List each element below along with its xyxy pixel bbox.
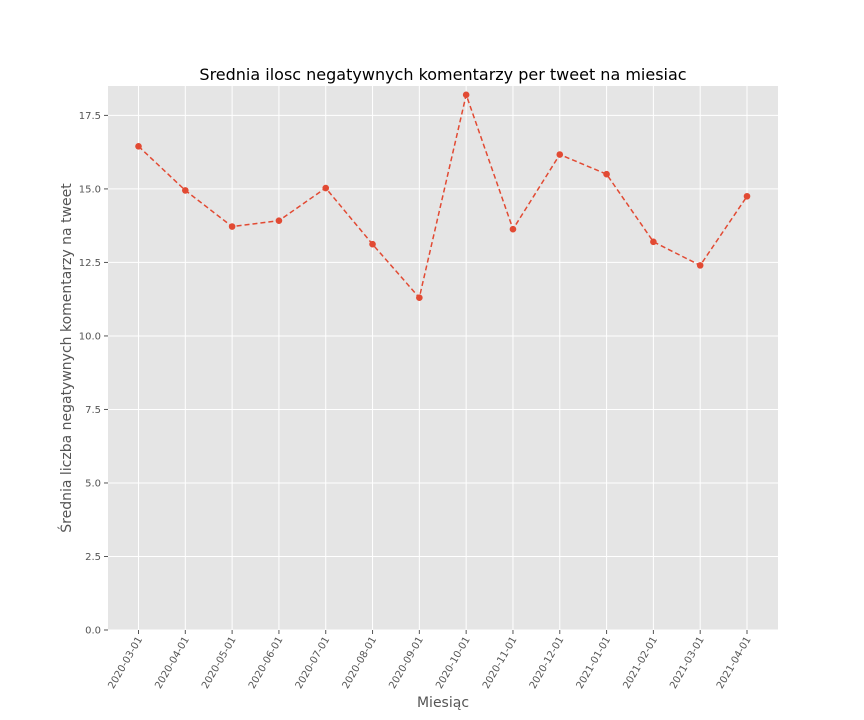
chart-title: Srednia ilosc negatywnych komentarzy per… bbox=[199, 65, 686, 84]
x-tick-label: 2020-08-01 bbox=[341, 635, 380, 691]
data-point bbox=[182, 187, 189, 194]
data-point bbox=[275, 217, 283, 224]
x-tick-label: 2020-03-01 bbox=[107, 635, 146, 691]
plot-area bbox=[108, 86, 778, 630]
data-point bbox=[369, 240, 376, 248]
x-tick-label: 2020-11-01 bbox=[481, 635, 520, 691]
grid-lines bbox=[108, 86, 778, 631]
data-point bbox=[696, 262, 704, 269]
data-point bbox=[135, 142, 142, 150]
series-line bbox=[137, 92, 748, 300]
x-tick-label: 2021-01-01 bbox=[575, 635, 614, 691]
data-point bbox=[228, 223, 236, 230]
data-point bbox=[556, 151, 564, 158]
data-point bbox=[603, 170, 610, 178]
data-point bbox=[416, 294, 423, 302]
data-point bbox=[322, 184, 330, 192]
x-tick-label: 2021-03-01 bbox=[668, 635, 707, 691]
x-tick-label: 2020-12-01 bbox=[528, 635, 567, 691]
x-tick-label: 2020-05-01 bbox=[200, 635, 239, 691]
data-points bbox=[135, 91, 751, 302]
y-tick-label: 2.5 bbox=[85, 552, 101, 563]
y-tick-label: 7.5 bbox=[85, 405, 101, 416]
data-point bbox=[509, 225, 517, 233]
x-axis-label: Miesiąc bbox=[417, 695, 469, 711]
y-axis-ticks: 0.0 2.5 5.0 7.5 10.0 12.5 15.0 17.5 bbox=[79, 111, 108, 637]
data-point bbox=[650, 238, 657, 246]
y-axis-label: Średnia liczba negatywnych komentarzy na… bbox=[57, 183, 75, 533]
data-point bbox=[743, 192, 751, 200]
y-tick-label: 15.0 bbox=[79, 184, 101, 195]
y-tick-label: 12.5 bbox=[79, 258, 101, 269]
x-tick-label: 2020-06-01 bbox=[247, 635, 286, 691]
y-tick-label: 5.0 bbox=[85, 478, 101, 489]
x-tick-label: 2020-04-01 bbox=[153, 635, 192, 691]
x-axis-ticks: 2020-03-01 2020-04-01 2020-05-01 2020-06-01… bbox=[107, 630, 754, 691]
x-tick-label: 2020-07-01 bbox=[294, 635, 333, 691]
x-tick-label: 2020-10-01 bbox=[434, 635, 473, 691]
x-tick-label: 2021-02-01 bbox=[621, 635, 660, 691]
data-point bbox=[462, 91, 470, 99]
x-tick-label: 2021-04-01 bbox=[715, 635, 754, 691]
y-tick-label: 0.0 bbox=[85, 626, 101, 637]
y-tick-label: 17.5 bbox=[79, 111, 101, 122]
x-tick-label: 2020-09-01 bbox=[387, 635, 426, 691]
y-tick-label: 10.0 bbox=[79, 331, 101, 342]
